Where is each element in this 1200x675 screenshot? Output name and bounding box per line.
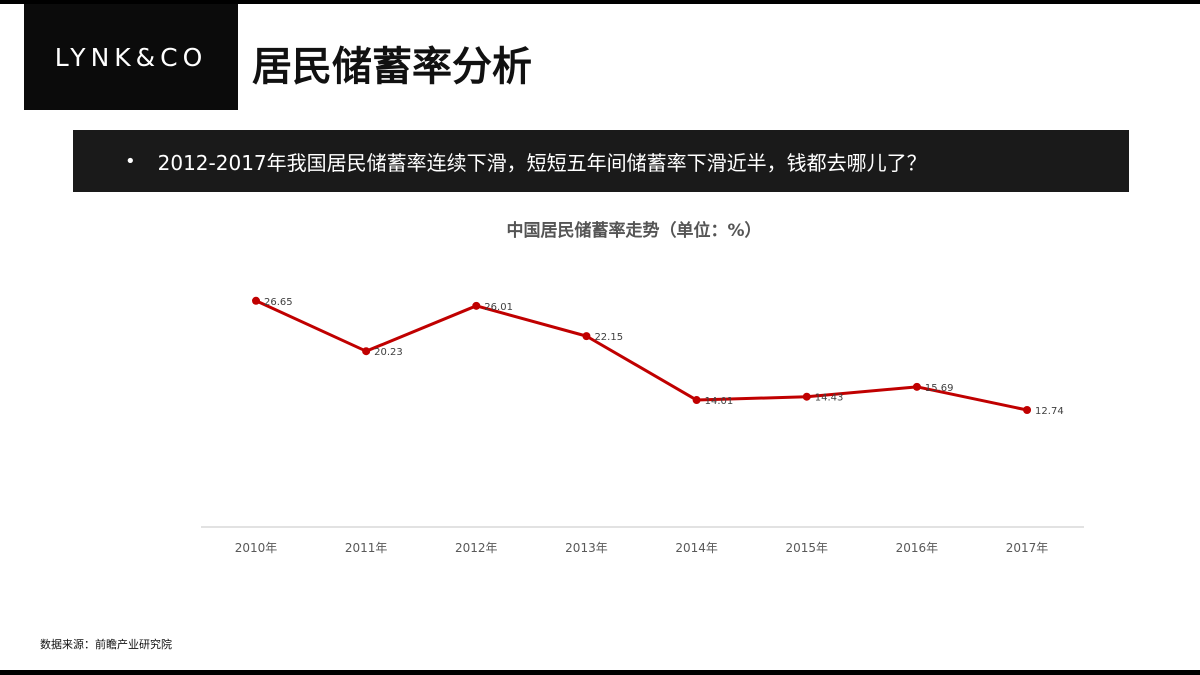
data-label: 14.43 bbox=[815, 393, 844, 404]
data-point bbox=[692, 396, 701, 405]
x-tick-label: 2013年 bbox=[565, 541, 608, 555]
data-point bbox=[362, 347, 371, 356]
page-title: 居民储蓄率分析 bbox=[252, 44, 532, 90]
x-tick-label: 2016年 bbox=[896, 541, 939, 555]
logo-text: LYNK&CO bbox=[54, 42, 208, 72]
data-label: 14.01 bbox=[705, 396, 734, 407]
data-label: 26.01 bbox=[484, 302, 513, 313]
data-label: 22.15 bbox=[594, 332, 623, 343]
data-point bbox=[252, 296, 260, 305]
bullet-icon: • bbox=[125, 150, 136, 172]
data-point bbox=[802, 392, 811, 401]
x-tick-label: 2010年 bbox=[235, 541, 278, 555]
summary-banner: • 2012-2017年我国居民储蓄率连续下滑，短短五年间储蓄率下滑近半，钱都去… bbox=[73, 130, 1129, 192]
data-point bbox=[1023, 405, 1032, 414]
banner-text: 2012-2017年我国居民储蓄率连续下滑，短短五年间储蓄率下滑近半，钱都去哪儿… bbox=[157, 150, 927, 175]
slide: LYNK&CO 居民储蓄率分析 • 2012-2017年我国居民储蓄率连续下滑，… bbox=[0, 4, 1200, 670]
series-line bbox=[255, 299, 1028, 412]
chart-title: 中国居民储蓄率走势（单位：%） bbox=[506, 221, 762, 241]
x-tick-label: 2017年 bbox=[1006, 541, 1049, 555]
data-label: 26.65 bbox=[264, 297, 293, 308]
data-label: 12.74 bbox=[1035, 406, 1064, 417]
brand-logo: LYNK&CO bbox=[24, 4, 238, 110]
data-source: 数据来源：前瞻产业研究院 bbox=[40, 638, 172, 651]
data-point bbox=[582, 332, 591, 341]
data-label: 15.69 bbox=[925, 383, 954, 394]
x-tick-label: 2012年 bbox=[455, 541, 498, 555]
data-label: 20.23 bbox=[374, 347, 403, 358]
data-point bbox=[472, 301, 481, 310]
data-point bbox=[912, 382, 921, 391]
x-tick-label: 2015年 bbox=[785, 541, 828, 555]
x-tick-label: 2011年 bbox=[345, 541, 388, 555]
x-tick-label: 2014年 bbox=[675, 541, 718, 555]
